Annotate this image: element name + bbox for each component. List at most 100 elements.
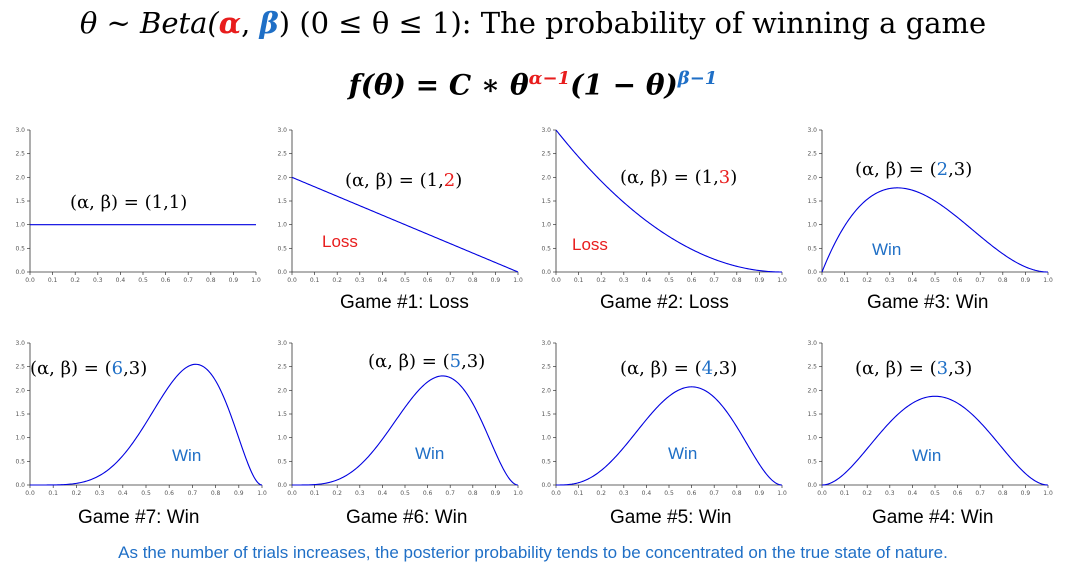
x-tick-label: 0.5 [664,490,674,497]
param-prefix: (α, β) = ( [70,192,152,213]
x-tick-label: 0.1 [840,490,850,497]
x-tick-label: 0.8 [732,490,742,497]
beta-density-curve [30,363,263,486]
param-alpha-value: 5 [449,351,462,372]
x-tick-label: 0.8 [998,277,1008,284]
x-tick-label: 0.7 [709,490,719,497]
x-tick-label: 0.8 [468,277,478,284]
y-tick-label: 1.0 [15,222,25,229]
x-tick-label: 0.1 [840,277,850,284]
beta-density-curve [556,386,783,486]
x-tick-label: 1.0 [777,277,787,284]
param-beta-value: 3 [718,167,731,188]
x-tick-label: 0.3 [885,490,895,497]
y-tick-label: 1.0 [277,435,287,442]
x-tick-label: 0.6 [953,277,963,284]
x-tick-label: 0.7 [445,277,455,284]
y-tick-label: 0.5 [277,245,287,252]
formula: f(θ) = C ∗ θα−1(1 − θ)β−1 [0,68,1066,101]
y-tick-label: 0.0 [807,482,817,489]
param-alpha-value: 1 [701,167,714,188]
x-tick-label: 0.5 [930,277,940,284]
param-separator: , [438,170,444,191]
outcome-label: Win [172,446,202,465]
y-tick-label: 1.5 [15,411,25,418]
beta-density-curve [292,375,519,486]
beta-density-curve [291,176,519,273]
game-caption: Game #7: Win [78,507,200,528]
y-tick-label: 0.0 [277,482,287,489]
x-tick-label: 0.1 [574,490,584,497]
param-alpha-value: 3 [936,358,949,379]
y-tick-label: 2.5 [807,364,817,371]
x-tick-label: 0.9 [755,490,765,497]
y-tick-label: 1.5 [807,411,817,418]
param-prefix: (α, β) = ( [620,167,702,188]
param-alpha-value: 2 [936,159,949,180]
formula-beta-exponent: β−1 [677,68,718,89]
x-tick-label: 0.0 [551,277,561,284]
y-tick-label: 2.0 [15,387,25,394]
x-tick-label: 0.3 [93,277,103,284]
y-tick-label: 1.5 [277,198,287,205]
x-tick-label: 0.2 [862,490,872,497]
param-separator: , [123,358,129,379]
param-separator: , [461,351,467,372]
x-tick-label: 0.6 [161,277,171,284]
x-tick-label: 1.0 [513,277,523,284]
x-tick-label: 0.5 [138,277,148,284]
param-suffix: ) [730,358,738,379]
param-suffix: ) [140,358,148,379]
outcome-label: Win [872,240,902,259]
x-tick-label: 0.6 [687,277,697,284]
x-tick-label: 1.0 [513,490,523,497]
x-tick-label: 0.3 [619,277,629,284]
parameter-label: (α, β) = (6,3) [30,358,147,379]
x-tick-label: 0.1 [48,277,58,284]
x-tick-label: 0.3 [95,490,105,497]
x-tick-label: 0.9 [755,277,765,284]
param-prefix: (α, β) = ( [855,358,937,379]
x-tick-label: 1.0 [257,490,267,497]
param-suffix: ) [965,159,973,180]
param-alpha-value: 4 [701,358,714,379]
y-tick-label: 1.0 [807,222,817,229]
x-tick-label: 0.2 [862,277,872,284]
y-tick-label: 2.5 [541,364,551,371]
x-tick-label: 0.0 [25,490,35,497]
y-tick-label: 2.5 [15,364,25,371]
x-tick-label: 0.9 [1021,277,1031,284]
x-tick-label: 0.0 [551,490,561,497]
param-separator: , [163,192,169,213]
game-caption: Game #4: Win [872,507,994,528]
x-tick-label: 0.7 [183,277,193,284]
x-tick-label: 0.3 [885,277,895,284]
y-tick-label: 0.5 [15,458,25,465]
x-tick-label: 0.1 [574,277,584,284]
y-tick-label: 2.0 [541,387,551,394]
y-tick-label: 0.5 [541,458,551,465]
x-tick-label: 0.2 [596,277,606,284]
y-tick-label: 3.0 [541,127,551,134]
x-tick-label: 0.8 [211,490,221,497]
x-tick-label: 1.0 [1043,490,1053,497]
y-tick-label: 1.0 [277,222,287,229]
game-caption: Game #3: Win [867,292,989,313]
x-tick-label: 0.3 [619,490,629,497]
x-tick-label: 0.0 [817,277,827,284]
x-tick-label: 0.8 [468,490,478,497]
param-separator: , [713,358,719,379]
x-tick-label: 0.4 [908,490,918,497]
game-caption: Game #5: Win [610,507,732,528]
title-alpha: α [218,6,242,40]
x-tick-label: 0.4 [378,277,388,284]
x-tick-label: 0.8 [732,277,742,284]
param-prefix: (α, β) = ( [855,159,937,180]
y-tick-label: 2.5 [277,364,287,371]
y-tick-label: 1.5 [277,411,287,418]
x-tick-label: 0.6 [164,490,174,497]
param-prefix: (α, β) = ( [345,170,427,191]
x-tick-label: 0.6 [687,490,697,497]
